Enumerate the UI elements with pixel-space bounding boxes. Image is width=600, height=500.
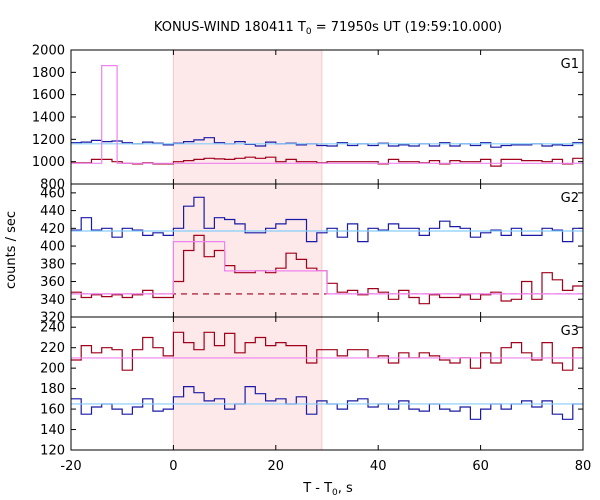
chart-title: KONUS-WIND 180411 T0 = 71950s UT (19:59:… (154, 20, 502, 37)
g2-ytick-label: 340 (40, 293, 65, 308)
x-tick-label: 60 (472, 459, 489, 474)
x-tick-label: 80 (575, 459, 592, 474)
g1-ytick-label: 800 (40, 178, 65, 193)
g3-ytick-label: 180 (40, 382, 65, 397)
title-main: KONUS-WIND 180411 T (154, 20, 306, 35)
g1-panel-label: G1 (561, 57, 579, 72)
g3-ytick-label: 140 (40, 423, 65, 438)
xlabel-rest: , s (338, 481, 353, 496)
g1-ytick-label: 1000 (32, 155, 65, 170)
g3-ytick-label: 220 (40, 341, 65, 356)
panel-frame-2 (70, 183, 584, 318)
x-tick-label: 0 (169, 459, 177, 474)
g2-pink-profile-line (71, 241, 583, 295)
g2-ytick-label: 420 (40, 222, 65, 237)
g3-series-blue-line (71, 386, 583, 420)
g1-ytick-label: 2000 (32, 44, 65, 59)
g3-ytick-label: 200 (40, 362, 65, 377)
x-tick-label: -20 (60, 459, 81, 474)
g2-panel-label: G2 (561, 191, 579, 206)
y-axis-label: counts / sec (4, 211, 19, 289)
g3-ytick-label: 160 (40, 403, 65, 418)
g3-panel-label: G3 (561, 324, 579, 339)
g2-series-blue-line (71, 196, 583, 243)
title-rest: = 71950s UT (19:59:10.000) (312, 20, 502, 35)
g1-ytick-label: 1800 (32, 66, 65, 81)
g2-ytick-label: 320 (40, 311, 65, 326)
x-axis-label: T - T0, s (302, 481, 353, 498)
panel-frame-3 (70, 316, 584, 451)
g1-series-red-line (71, 156, 583, 167)
g2-ytick-label: 440 (40, 204, 65, 219)
xlabel-subscript: 0 (332, 488, 338, 498)
g2-ytick-label: 460 (40, 186, 65, 201)
g2-ytick-label: 380 (40, 257, 65, 272)
xlabel-main: T - T (302, 481, 332, 496)
g3-ytick-label: 120 (40, 444, 65, 459)
g1-ytick-label: 1600 (32, 88, 65, 103)
g2-ytick-label: 400 (40, 240, 65, 255)
highlight-interval (173, 50, 322, 450)
title-subscript: 0 (306, 27, 312, 37)
g1-pink-profile-line (71, 65, 583, 164)
g2-ytick-label: 360 (40, 275, 65, 290)
g1-series-blue-line (71, 137, 583, 148)
g3-series-red-line (71, 331, 583, 371)
g3-ytick-label: 240 (40, 321, 65, 336)
x-tick-label: 20 (268, 459, 285, 474)
g1-ytick-label: 1400 (32, 111, 65, 126)
g1-ytick-label: 1200 (32, 133, 65, 148)
x-tick-label: 40 (370, 459, 387, 474)
